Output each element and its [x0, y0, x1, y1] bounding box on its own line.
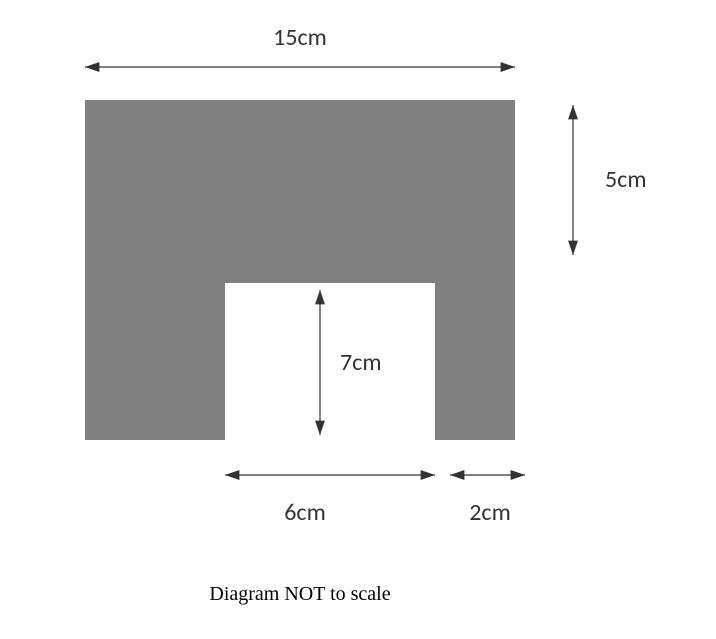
dimension-label-right-leg: 2cm: [469, 498, 510, 527]
dimension-label-notch-height: 7cm: [340, 348, 381, 377]
dimension-right: [568, 105, 578, 255]
dimension-right-leg: [450, 470, 525, 480]
caption-text: Diagram NOT to scale: [209, 583, 390, 605]
dimension-label-notch-width: 6cm: [284, 498, 325, 527]
dimension-notch-height: [315, 290, 325, 435]
dimension-label-right: 5cm: [605, 165, 646, 194]
dimension-top: [85, 62, 515, 72]
dimension-label-top: 15cm: [273, 23, 327, 52]
u-shape: [85, 100, 515, 440]
geometry-diagram: 15cm 5cm 7cm 6cm 2cm Diagram NOT to scal…: [0, 0, 716, 639]
dimension-notch-width: [225, 470, 435, 480]
